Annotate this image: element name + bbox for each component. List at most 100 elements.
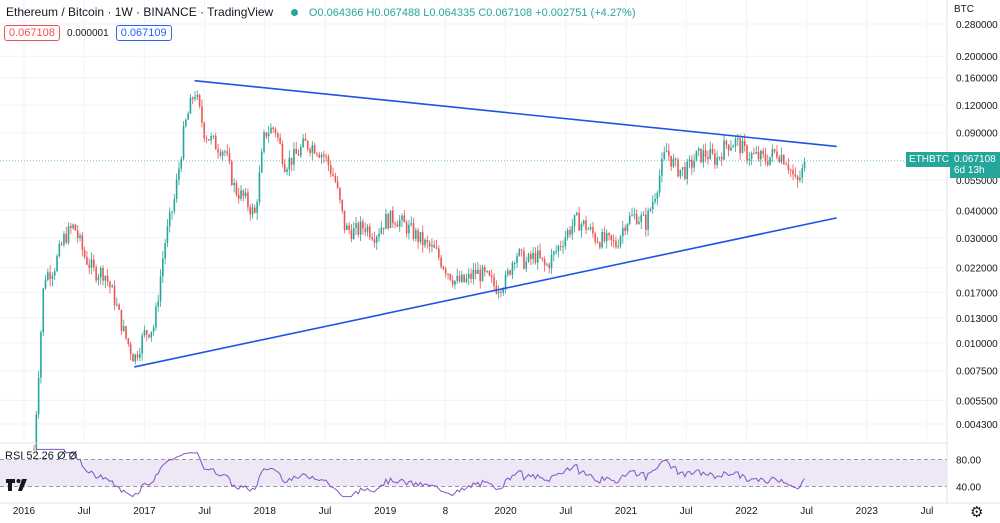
candle-body [771, 149, 774, 157]
candle-body [70, 226, 72, 229]
candle-body [543, 259, 546, 265]
candle-body [302, 138, 304, 147]
candle-body [182, 126, 185, 159]
candle-body [405, 222, 408, 234]
candle-body [615, 240, 617, 248]
candle-body [622, 227, 624, 237]
time-tick-label: 2020 [494, 506, 517, 517]
candle-body [527, 253, 530, 262]
candle-body [714, 153, 716, 165]
candle-body [323, 154, 325, 157]
candle-body [530, 253, 532, 260]
candle-body [428, 242, 431, 247]
candle-body [194, 96, 196, 100]
candle-body [486, 271, 488, 273]
candle-body [562, 246, 564, 248]
candle-body [424, 239, 426, 246]
candle-body [382, 227, 385, 230]
symbol-title[interactable]: Ethereum / Bitcoin · 1W · BINANCE · Trad… [6, 5, 274, 19]
candle-body [346, 225, 348, 230]
candle-body [350, 230, 353, 240]
candle-body [490, 275, 493, 278]
candle-body [612, 239, 615, 241]
candle-body [511, 262, 514, 275]
time-tick-label: 2017 [133, 506, 156, 517]
gear-icon[interactable]: ⚙ [970, 504, 984, 521]
candle-body [645, 214, 647, 230]
candle-body [778, 157, 781, 162]
candle-body [635, 213, 638, 224]
candle-body [320, 154, 323, 158]
candle-body [730, 147, 732, 151]
candle-body [456, 275, 459, 281]
candle-body [697, 148, 700, 151]
candle-body [389, 210, 392, 228]
candle-body [58, 243, 61, 256]
candle-body [371, 237, 373, 240]
candle-body [355, 223, 357, 228]
candle-body [748, 158, 751, 161]
candle-body [332, 174, 334, 176]
spread-value: 0.000001 [66, 28, 109, 39]
candle-body [617, 245, 620, 248]
candle-body [474, 269, 477, 274]
candle-body [628, 215, 631, 225]
candle-body [541, 257, 544, 260]
candle-body [638, 221, 640, 224]
candle-body [668, 150, 670, 156]
candle-body [63, 233, 65, 245]
candle-body [571, 226, 574, 235]
time-tick-label: Jul [78, 506, 91, 517]
candle-body [136, 354, 139, 358]
currency-label[interactable]: BTC [954, 4, 974, 15]
candle-body [343, 210, 346, 230]
candle-body [196, 95, 199, 97]
candle-body [785, 164, 787, 166]
candle-body [191, 97, 194, 100]
candle-body [362, 221, 364, 229]
candle-body [311, 145, 314, 153]
candle-body [214, 135, 217, 150]
candle-body [396, 224, 399, 227]
time-tick-label: 2018 [254, 506, 277, 517]
candle-body [431, 244, 433, 247]
candle-body [467, 273, 470, 279]
candle-body [477, 269, 479, 274]
candle-body [681, 167, 684, 170]
candle-body [536, 250, 539, 263]
candle-body [484, 267, 486, 272]
tradingview-logo-icon[interactable] [6, 476, 28, 494]
market-status-icon [290, 9, 298, 17]
candle-body [175, 179, 178, 199]
candle-body [86, 256, 88, 265]
candle-body [557, 246, 560, 251]
sell-price-box[interactable]: 0.067108 [4, 25, 60, 41]
candle-body [801, 167, 804, 178]
candle-body [516, 255, 518, 263]
candle-body [380, 227, 383, 234]
candle-body [755, 152, 758, 154]
candle-body [493, 277, 495, 286]
candle-body [392, 210, 394, 224]
candles [33, 90, 806, 454]
candle-body [366, 226, 369, 232]
candle-body [258, 172, 261, 202]
candle-body [95, 267, 97, 281]
rsi-label[interactable]: RSI 52.26 Ø Ø [5, 450, 78, 462]
candle-body [203, 122, 206, 139]
candle-body [691, 159, 693, 168]
candle-body [139, 353, 141, 358]
candle-body [426, 239, 429, 243]
candle-body [42, 288, 45, 333]
buy-price-box[interactable]: 0.067109 [115, 25, 172, 41]
rsi-line [36, 448, 805, 498]
candle-body [507, 270, 509, 275]
candle-body [247, 192, 249, 208]
last-price-badge: 0.067108 6d 13h [950, 152, 1000, 178]
price-tick-label: 0.120000 [956, 101, 998, 112]
candle-body [753, 153, 755, 155]
candle-body [378, 233, 380, 237]
candle-body [281, 143, 284, 164]
ohlc-readout: O0.064366 H0.067488 L0.064335 C0.067108 … [308, 7, 636, 19]
